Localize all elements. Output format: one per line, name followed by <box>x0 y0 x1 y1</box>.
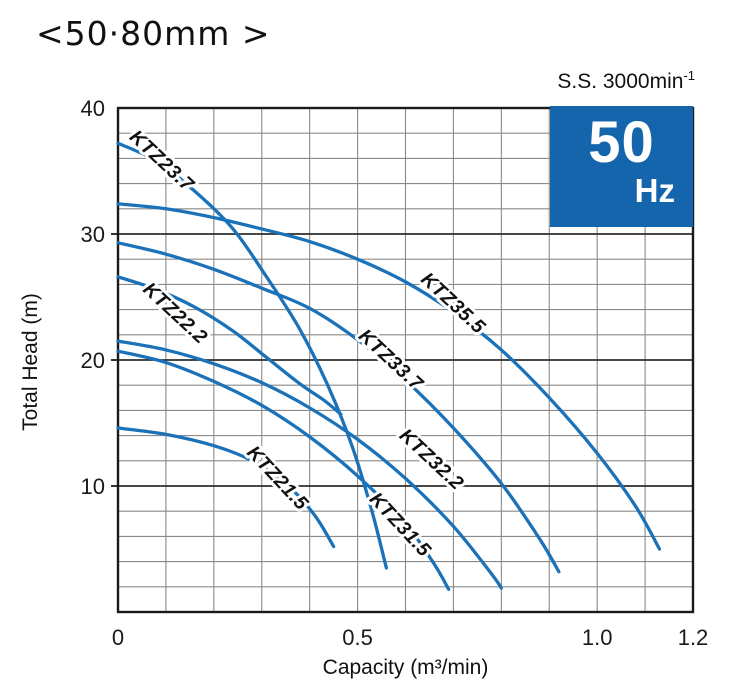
page-title: <50·80mm > <box>36 14 271 53</box>
curve-KTZ33.7 <box>116 241 561 574</box>
x-tick-label: 0 <box>112 625 124 650</box>
curve-KTZ32.2 <box>116 339 503 590</box>
y-tick-label: 40 <box>81 96 105 121</box>
curve-label-KTZ21.5: KTZ21.5 <box>242 442 313 516</box>
x-axis-title: Capacity (m³/min) <box>322 656 489 679</box>
pump-curves <box>116 141 662 591</box>
curve-KTZ21.5 <box>116 426 336 549</box>
frequency-unit: Hz <box>634 172 675 209</box>
x-tick-label: 1.2 <box>678 625 709 650</box>
curve-label-KTZ22.2: KTZ22.2 <box>139 278 212 348</box>
curve-KTZ31.5 <box>116 349 451 591</box>
shaft-speed-label: S.S. 3000min-1 <box>557 68 695 94</box>
shaft-speed-text: S.S. 3000min <box>557 70 684 93</box>
y-tick-label: 30 <box>81 222 105 247</box>
curve-KTZ35.5 <box>116 202 662 551</box>
curve-KTZ22.2 <box>116 275 343 416</box>
shaft-speed-exponent: -1 <box>683 68 695 83</box>
frequency-value: 50 <box>588 110 655 175</box>
frequency-badge: 50 Hz <box>550 106 693 227</box>
y-tick-label: 10 <box>81 474 105 499</box>
curve-label-KTZ23.7: KTZ23.7 <box>125 126 199 197</box>
plot-border <box>116 106 695 614</box>
x-tick-label: 0.5 <box>342 625 373 650</box>
x-tick-label: 1.0 <box>582 625 613 650</box>
tick-labels: 0 0.5 1.0 1.2 10 20 30 40 <box>81 96 709 650</box>
y-tick-label: 20 <box>81 348 105 373</box>
